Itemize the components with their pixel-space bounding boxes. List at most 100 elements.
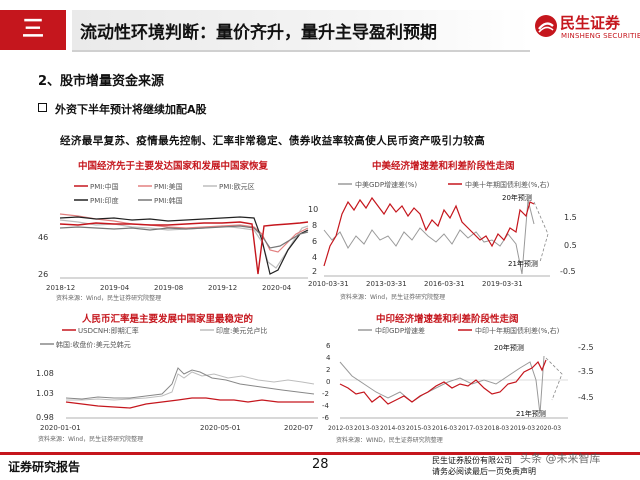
x-tick: 2018-03 [484, 425, 509, 432]
x-tick: 2019-03 [510, 425, 535, 432]
x-tick: 2019-08 [154, 284, 183, 292]
chart4-source: 资料来源：WIND，民生证券研究院整理 [336, 437, 443, 444]
chart3-title: 人民币汇率是主要发展中国家里最稳定的 [82, 314, 254, 325]
x-tick: 2013-03 [354, 425, 379, 432]
logo-text-en: MINSHENG SECURITIES [561, 32, 640, 40]
series-china-line [59, 221, 309, 275]
chart3-fx: USDCNH:即期汇率 印度:美元兑卢比 韩国:收盘价:美元兑韩元 1.08 1… [36, 326, 318, 432]
annotation-21-forecast: 21年预测 [516, 409, 546, 418]
forecast-dashed-line [533, 201, 549, 263]
y-left-tick: -6 [322, 414, 330, 422]
legend-label-gdp-gap: 中美GDP增速差(%) [355, 180, 417, 189]
y-tick: 1.03 [36, 389, 54, 398]
chart1-source: 资料来源：Wind，民生证券研究院整理 [56, 295, 162, 302]
y-left-tick: 2 [312, 267, 317, 276]
x-tick: 2016-03 [432, 425, 457, 432]
summary-text: 经济最早复苏、疫情最先控制、汇率非常稳定、债券收益率较高使人民币资产吸引力较高 [60, 135, 486, 147]
bullet-square-icon [38, 103, 47, 112]
header-bar: 三 流动性环境判断：量价齐升，量升主导盈利预期 民生证券 MINSHENG SE… [0, 0, 640, 58]
bullet-text: 外资下半年预计将继续加配A股 [55, 103, 207, 116]
legend-label-korea: PMI:韩国 [154, 196, 183, 205]
y-tick: 0.98 [36, 413, 54, 422]
chart1-pmi: PMI:中国 PMI:美国 PMI:欧元区 PMI:印度 PMI:韩国 46 2… [38, 182, 309, 292]
series-india-line [59, 216, 309, 275]
y-left-tick: 4 [326, 354, 331, 362]
y-left-tick: 0 [326, 378, 330, 386]
footer-company: 民生证券股份有限公司 [432, 456, 512, 465]
legend-label-euro: PMI:欧元区 [219, 182, 255, 191]
y-right-tick: -3.5 [578, 367, 594, 376]
legend-label-usdcnh: USDCNH:即期汇率 [78, 326, 139, 335]
y-left-tick: 6 [312, 237, 317, 246]
company-logo: 民生证券 MINSHENG SECURITIES [532, 8, 640, 48]
x-tick: 2010-03-31 [308, 280, 349, 288]
logo-text-cn: 民生证券 [560, 14, 621, 32]
x-tick: 2020-07 [284, 424, 313, 432]
footer-report-label: 证券研究报告 [8, 460, 81, 474]
legend-label-inr: 印度:美元兑卢比 [216, 326, 267, 335]
y-tick: 1.08 [36, 369, 54, 378]
series-us-line [59, 213, 309, 253]
x-tick: 2013-03-31 [366, 280, 407, 288]
forecast-dashed-line [545, 357, 563, 401]
y-right-tick: -4.5 [578, 393, 594, 402]
legend-label-us: PMI:美国 [154, 182, 183, 191]
x-tick: 2019-03-31 [482, 280, 523, 288]
series-gdp-gap-line [323, 199, 535, 275]
y-left-tick: -2 [322, 390, 329, 398]
x-tick: 2016-03-31 [424, 280, 465, 288]
x-tick: 2012-03 [328, 425, 353, 432]
y-left-tick: 2 [326, 366, 330, 374]
y-left-tick: 4 [312, 253, 317, 262]
legend-label-india: PMI:印度 [90, 196, 119, 205]
y-right-tick: -0.5 [560, 267, 576, 276]
legend-label-gdp-gap: 中印GDP增速差 [375, 326, 425, 335]
series-korea-line [59, 225, 309, 249]
legend-label-krw: 韩国:收盘价:美元兑韩元 [56, 340, 131, 349]
footer-disclaimer: 请务必阅读最后一页免责声明 [432, 467, 536, 476]
series-yield-spread-line [339, 359, 547, 405]
y-left-tick: 8 [312, 221, 317, 230]
x-tick: 2020-03 [536, 425, 561, 432]
legend-label-yield-spread: 中印十年期国债利差(%,右) [475, 326, 560, 335]
y-tick-46: 46 [38, 233, 48, 242]
x-tick: 2019-12 [208, 284, 237, 292]
annotation-20-forecast: 20年预测 [494, 343, 524, 352]
y-left-tick: 6 [326, 342, 331, 350]
chart2-source: 资料来源：Wind，民生证券研究院整理 [340, 294, 446, 301]
chart3-source: 资料来源：Wind，民生证券研究院整理 [38, 436, 144, 443]
footer-divider [0, 452, 640, 455]
annotation-20-forecast: 20年预测 [502, 193, 532, 202]
legend-label-yield-spread: 中美十年期国债利差(%,右) [465, 180, 550, 189]
series-gdp-gap-line [339, 355, 545, 415]
series-krw-line [65, 367, 315, 400]
x-tick: 2017-03 [458, 425, 483, 432]
section-heading: 2、股市增量资金来源 [38, 74, 165, 89]
x-tick: 2018-12 [46, 284, 75, 292]
chart1-title: 中国经济先于主要发达国家和发展中国家恢复 [78, 161, 269, 172]
x-tick: 2020-04 [262, 284, 292, 292]
chart2-title: 中美经济增速差和利差阶段性走阔 [372, 161, 515, 172]
x-tick: 2020-01-01 [40, 424, 81, 432]
section-number-badge: 三 [0, 10, 66, 50]
series-euro-line [59, 219, 309, 269]
bullet-point: 外资下半年预计将继续加配A股 [38, 101, 207, 117]
series-inr-line [66, 371, 315, 401]
x-tick: 2015-03 [406, 425, 431, 432]
legend-label-china: PMI:中国 [90, 182, 119, 191]
x-tick: 2014-03 [380, 425, 405, 432]
logo-icon [535, 15, 557, 37]
x-tick: 2020-05-01 [200, 424, 241, 432]
annotation-21-forecast: 21年预测 [508, 259, 538, 268]
page-number: 28 [312, 457, 329, 472]
watermark: 头条 @未来智库 [520, 452, 601, 465]
y-right-tick: 1.5 [564, 213, 577, 222]
series-usdcnh-line [65, 397, 314, 409]
y-right-tick: 0.5 [564, 241, 577, 250]
y-left-tick: -4 [322, 402, 330, 410]
y-right-tick: -2.5 [578, 343, 594, 352]
series-yield-spread-line [323, 196, 535, 267]
page-title: 流动性环境判断：量价齐升，量升主导盈利预期 [80, 23, 437, 43]
chart4-china-india: 中印GDP增速差 中印十年期国债利差(%,右) 6 4 2 0 -2 -4 -6… [322, 326, 594, 432]
chart4-title: 中印经济增速差和利差阶段性走阔 [376, 314, 519, 325]
